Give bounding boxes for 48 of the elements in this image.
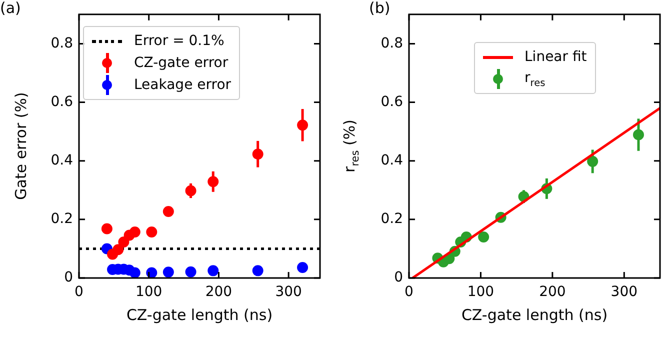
x-tick-label: 200 (205, 284, 232, 300)
point (297, 262, 308, 273)
legend-label: CZ-gate error (134, 55, 228, 72)
point (587, 156, 598, 167)
x-tick-label: 100 (135, 284, 162, 300)
y-tick-label: 0.2 (50, 211, 73, 228)
x-tick-label: 0 (74, 284, 84, 300)
y-tick-label: 0.8 (380, 35, 403, 52)
x-tick-label: 200 (539, 284, 566, 300)
legend-label: Linear fit (524, 49, 587, 66)
x-tick-label: 0 (404, 284, 414, 300)
y-tick-label: 0.4 (380, 152, 404, 168)
point (632, 129, 644, 140)
legend-label: Error = 0.1% (134, 33, 224, 50)
point (252, 265, 264, 276)
y-tick-label: 0 (64, 270, 73, 286)
legend-label: r$_{res}$ (524, 70, 546, 89)
point (208, 176, 219, 188)
point (146, 267, 158, 278)
legend-label: Leakage error (134, 77, 232, 94)
point (297, 120, 308, 131)
x-tick-label: 300 (610, 284, 638, 300)
y-tick-label: 0.6 (50, 94, 74, 110)
y-tick-label: 0.6 (380, 94, 404, 110)
y-axis-title: Gate error (%) (12, 92, 30, 200)
point (162, 266, 174, 278)
point (208, 265, 219, 276)
point (185, 185, 196, 196)
point (129, 267, 140, 278)
point (162, 206, 174, 218)
point (118, 236, 130, 248)
x-axis-title: CZ-gate length (ns) (126, 306, 273, 324)
point (101, 223, 112, 234)
point (185, 266, 196, 278)
text: (b) (369, 0, 390, 17)
point (146, 226, 158, 238)
text: (a) (0, 0, 21, 17)
point (129, 226, 140, 238)
point (252, 148, 264, 160)
x-axis-title: CZ-gate length (ns) (461, 306, 608, 324)
x-tick-label: 100 (467, 284, 494, 300)
y-tick-label: 0.2 (380, 211, 403, 228)
y-tick-label: 0.8 (50, 35, 73, 52)
x-tick-label: 300 (275, 284, 302, 300)
point (478, 231, 490, 242)
point (112, 244, 124, 256)
y-tick-label: 0 (394, 270, 403, 286)
y-tick-label: 0.4 (50, 152, 74, 168)
